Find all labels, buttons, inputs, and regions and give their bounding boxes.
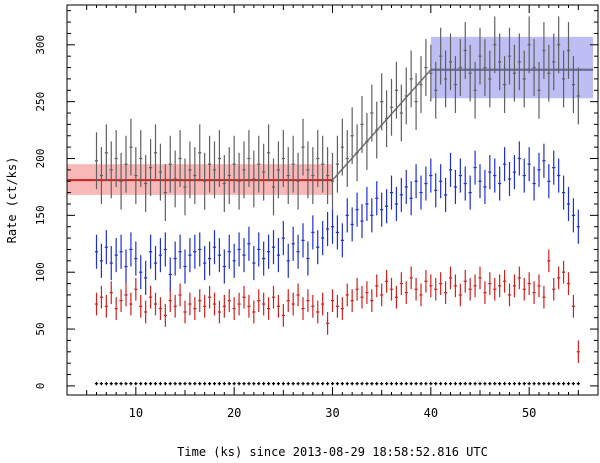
y-tick-label: 0 <box>34 383 47 390</box>
series-3 <box>94 249 580 364</box>
y-tick-label: 250 <box>34 92 47 112</box>
y-tick-label: 200 <box>34 149 47 169</box>
x-tick-label: 50 <box>522 406 536 420</box>
x-tick-label: 40 <box>424 406 438 420</box>
x-tick-label: 20 <box>227 406 241 420</box>
y-tick-label: 50 <box>34 322 47 335</box>
y-tick-label: 100 <box>34 262 47 282</box>
y-tick-label: 300 <box>34 35 47 55</box>
y-tick-label: 150 <box>34 205 47 225</box>
series-4 <box>94 381 580 386</box>
y-axis-label: Rate (ct/ks) <box>5 157 19 244</box>
x-axis-label: Time (ks) since 2013-08-29 18:58:52.816 … <box>177 445 488 459</box>
x-tick-label: 10 <box>129 406 143 420</box>
band-2 <box>430 36 594 99</box>
series-1 <box>94 16 580 222</box>
x-tick-label: 30 <box>325 406 339 420</box>
series-2 <box>94 141 580 295</box>
ticks-layer: 10 20 30 40 50 0 50 100 150 200 250 300 <box>34 5 598 420</box>
data-layer <box>94 16 580 386</box>
